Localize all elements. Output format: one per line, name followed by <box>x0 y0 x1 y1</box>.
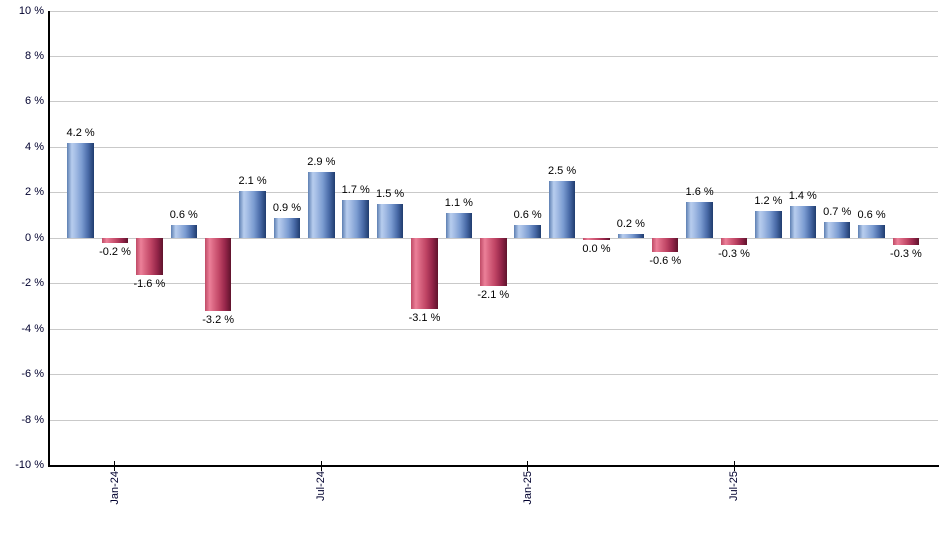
bar-value-label: 2.5 % <box>547 165 577 178</box>
bar-value-label: 0.0 % <box>582 243 611 256</box>
x-axis-tick <box>320 461 322 471</box>
y-axis-tick-label: -4 % <box>21 322 44 335</box>
bar-value-label: 1.7 % <box>341 183 370 196</box>
bar[interactable] <box>342 199 369 239</box>
y-axis-tick-label: 10 % <box>18 4 44 17</box>
y-axis-tick-label: -10 % <box>15 459 44 471</box>
x-axis-tick <box>114 461 116 471</box>
gridline <box>48 419 938 421</box>
bar-value-label: -0.3 % <box>890 248 922 261</box>
bar[interactable] <box>411 238 438 309</box>
bar[interactable] <box>239 190 266 239</box>
bar-value-label: 0.6 % <box>169 208 198 221</box>
bar-value-label: 1.4 % <box>788 190 817 203</box>
bar[interactable] <box>101 238 129 243</box>
bar[interactable] <box>136 238 163 275</box>
bar-value-label: -0.6 % <box>649 254 682 267</box>
gridline <box>48 101 938 103</box>
x-axis-tick <box>527 461 529 471</box>
bar[interactable] <box>823 222 851 239</box>
bar-value-label: 0.9 % <box>272 201 301 214</box>
bar-value-label: 2.9 % <box>307 156 336 169</box>
bar-value-label: 1.6 % <box>685 185 714 198</box>
bar[interactable] <box>548 181 576 239</box>
bar[interactable] <box>651 238 679 252</box>
y-axis-tick-label: -8 % <box>21 413 44 426</box>
x-axis-tick-label: Jan-24 <box>108 471 121 505</box>
x-axis-tick-label: Jul-24 <box>315 471 328 501</box>
bar[interactable] <box>308 172 335 239</box>
y-axis-tick-label: 6 % <box>25 95 44 108</box>
y-axis-line <box>48 11 50 466</box>
bar[interactable] <box>720 238 748 246</box>
bar-value-label: 0.2 % <box>616 217 645 230</box>
x-axis-tick-label: Jul-25 <box>728 471 740 501</box>
x-axis-tick-label: Jan-25 <box>521 471 534 505</box>
x-axis-line <box>48 464 939 467</box>
bar-value-label: 1.1 % <box>444 197 473 210</box>
bar[interactable] <box>583 238 610 241</box>
bar-value-label: 0.6 % <box>513 208 542 221</box>
bar[interactable] <box>273 217 301 239</box>
bar[interactable] <box>755 210 782 239</box>
bar[interactable] <box>67 142 94 239</box>
gridline <box>48 146 938 148</box>
bar[interactable] <box>789 206 817 239</box>
bar[interactable] <box>480 238 507 286</box>
bar[interactable] <box>686 201 713 239</box>
bar-value-label: 4.2 % <box>66 126 95 139</box>
y-axis-tick-label: -6 % <box>21 368 44 381</box>
y-axis-tick-label: 2 % <box>25 186 44 199</box>
bar-value-label: -2.1 % <box>477 288 510 301</box>
gridline <box>48 55 938 57</box>
bar-value-label: 1.2 % <box>754 194 783 207</box>
bar-value-label: 0.7 % <box>823 206 852 219</box>
y-axis-tick-label: -2 % <box>21 277 44 290</box>
y-axis-tick-label: 0 % <box>25 231 44 244</box>
gridline <box>48 10 938 12</box>
bar[interactable] <box>514 224 541 239</box>
bar[interactable] <box>170 224 198 239</box>
bar[interactable] <box>892 238 920 246</box>
bar-value-label: -0.2 % <box>99 245 131 258</box>
bar[interactable] <box>617 233 645 239</box>
y-axis-tick-label: 4 % <box>25 140 44 153</box>
gridline <box>48 328 938 330</box>
bar[interactable] <box>858 224 885 239</box>
x-axis-tick <box>733 461 735 471</box>
bar-value-label: -3.1 % <box>408 311 441 324</box>
bar-value-label: -0.3 % <box>718 248 750 261</box>
bar[interactable] <box>376 204 404 239</box>
bar[interactable] <box>204 238 232 311</box>
bar-value-label: 0.6 % <box>857 208 886 221</box>
bar[interactable] <box>445 213 473 239</box>
bar-value-label: -1.6 % <box>133 277 166 290</box>
gridline <box>48 374 938 376</box>
gridline <box>48 192 938 194</box>
bar-value-label: 2.1 % <box>238 174 267 187</box>
y-axis-tick-label: 8 % <box>25 49 44 62</box>
bar-value-label: 1.5 % <box>376 188 405 201</box>
bar-value-label: -3.2 % <box>202 313 235 326</box>
